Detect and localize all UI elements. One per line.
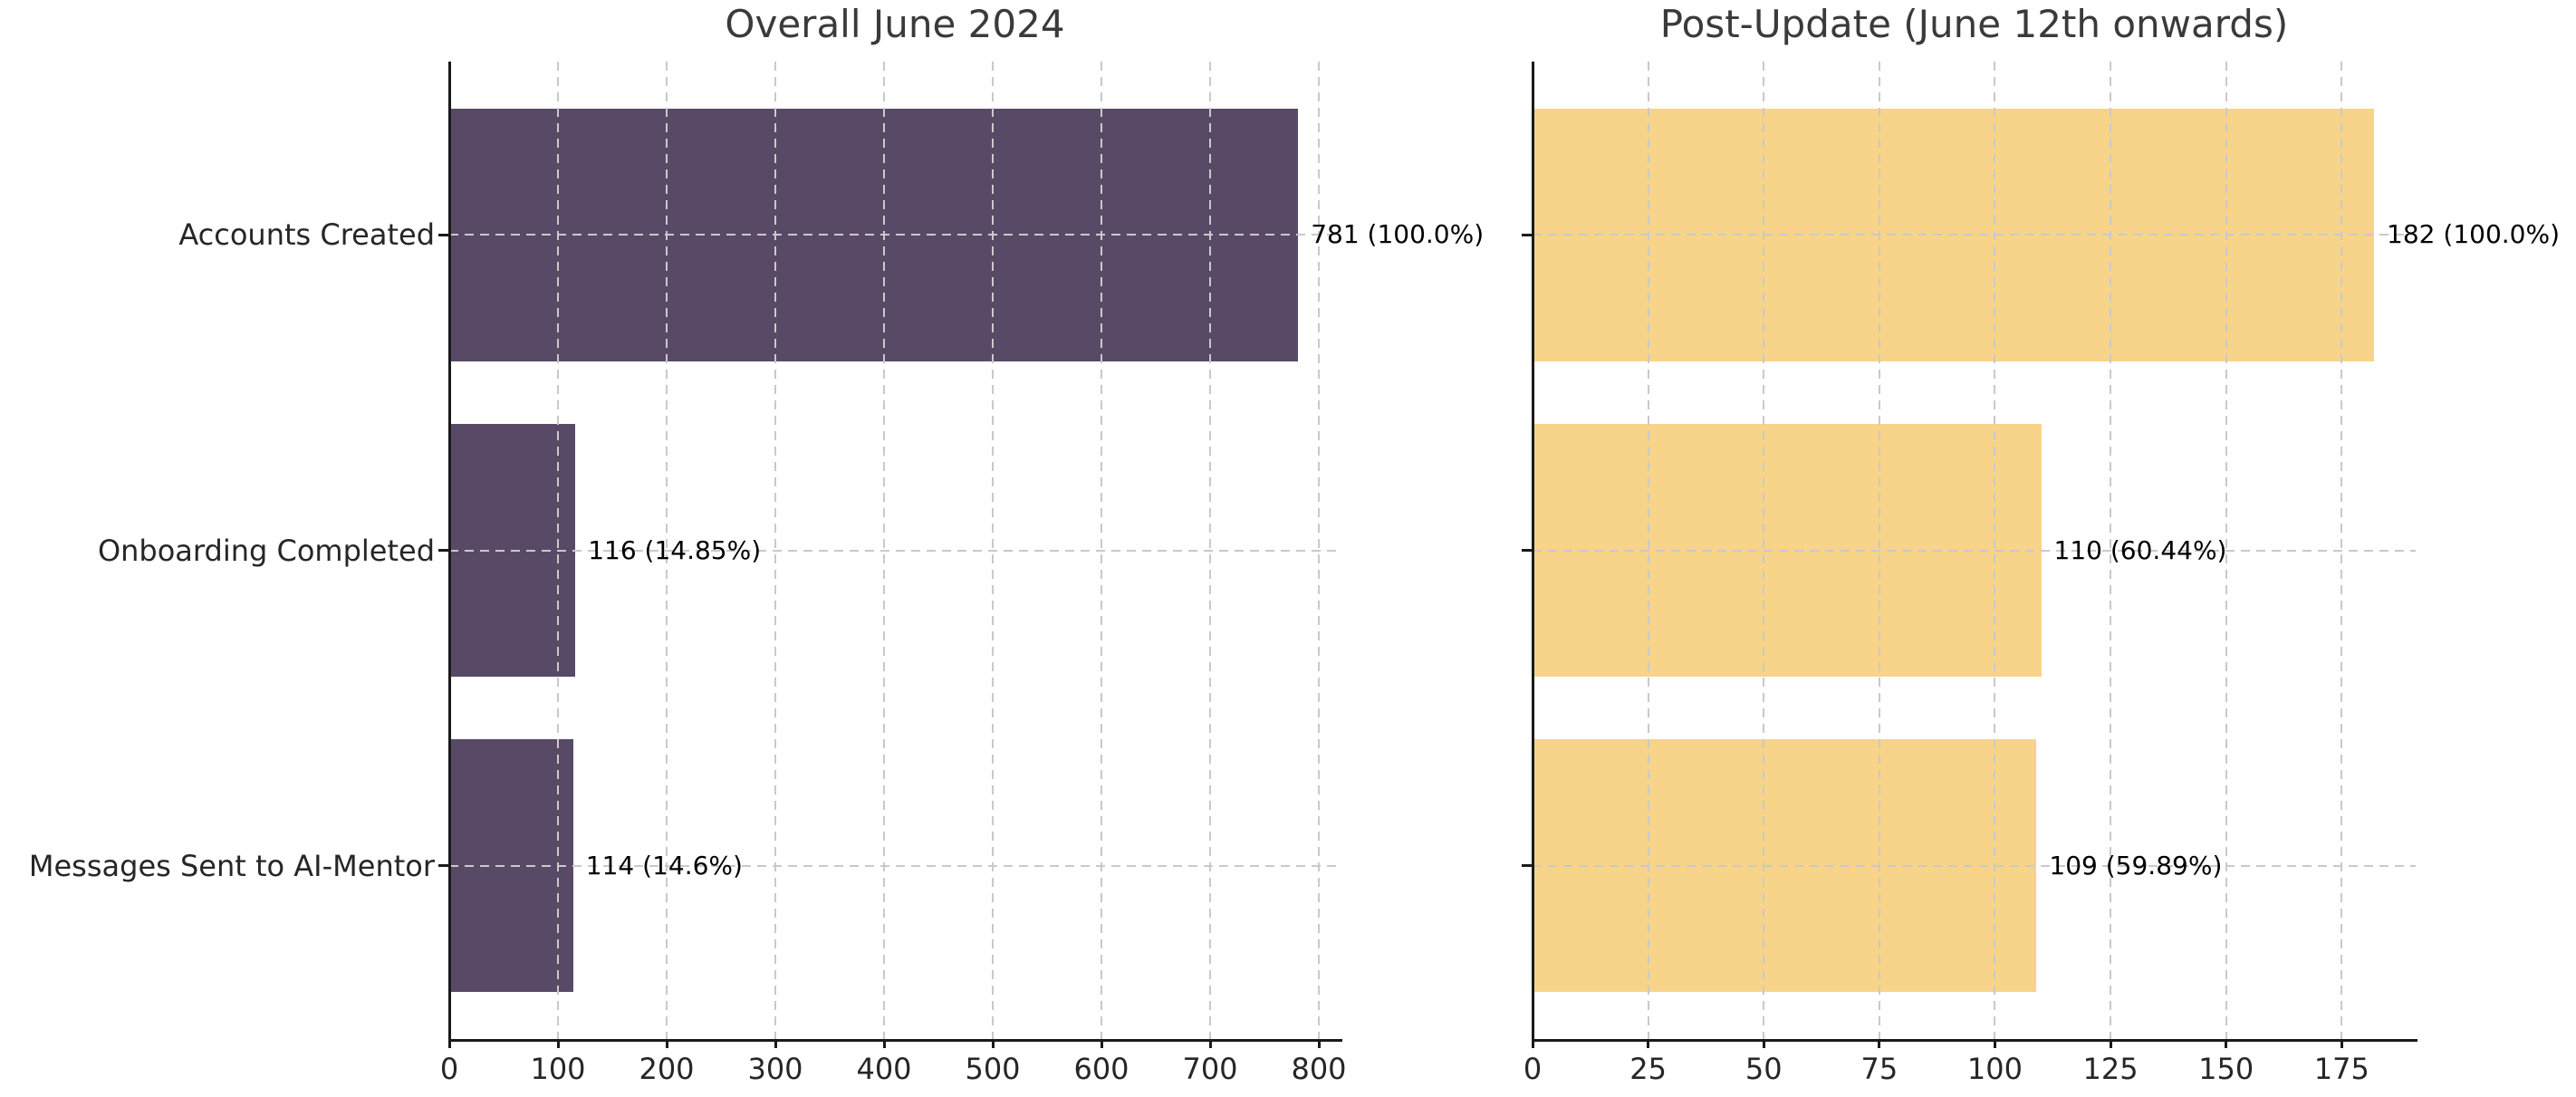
x-tick-label: 125: [2082, 1052, 2139, 1086]
y-gridline: [1533, 234, 2416, 236]
category-label: Messages Sent to AI-Mentor: [28, 848, 435, 883]
x-tick-label: 0: [439, 1052, 459, 1086]
x-tick-mark: [1762, 1039, 1765, 1048]
chart-title: Post-Update (June 12th onwards): [1659, 2, 2289, 46]
x-tick-label: 50: [1745, 1052, 1783, 1086]
x-tick-label: 175: [2313, 1052, 2369, 1086]
x-tick-mark: [882, 1039, 886, 1048]
y-gridline: [449, 549, 1341, 552]
y-tick-mark: [1522, 233, 1533, 236]
x-tick-label: 25: [1629, 1052, 1667, 1086]
y-gridline: [1533, 549, 2416, 552]
y-tick-mark: [438, 549, 449, 552]
y-axis-line: [447, 62, 451, 1041]
chart-title: Overall June 2024: [725, 2, 1065, 46]
y-tick-mark: [1522, 864, 1533, 868]
x-tick-label: 0: [1523, 1052, 1543, 1086]
y-gridline: [449, 864, 1341, 867]
x-tick-mark: [1208, 1039, 1212, 1048]
x-tick-mark: [774, 1039, 777, 1048]
category-label: Accounts Created: [178, 217, 435, 253]
x-tick-label: 400: [856, 1052, 912, 1086]
x-tick-mark: [1647, 1039, 1650, 1048]
x-tick-mark: [1100, 1039, 1103, 1048]
category-label: Onboarding Completed: [97, 533, 435, 568]
x-tick-label: 300: [747, 1052, 803, 1086]
value-label: 109 (59.89%): [2049, 850, 2223, 880]
x-tick-label: 800: [1291, 1052, 1347, 1086]
x-tick-mark: [2340, 1039, 2343, 1048]
x-tick-mark: [2225, 1039, 2228, 1048]
value-label: 781 (100.0%): [1311, 219, 1485, 250]
x-tick-label: 500: [965, 1052, 1021, 1086]
x-tick-mark: [665, 1039, 668, 1048]
y-gridline: [449, 234, 1341, 236]
y-gridline: [1533, 864, 2416, 867]
y-tick-mark: [438, 864, 449, 868]
x-tick-mark: [447, 1039, 451, 1048]
x-axis-line: [1531, 1039, 2417, 1042]
x-tick-label: 700: [1182, 1052, 1238, 1086]
value-label: 114 (14.6%): [585, 850, 743, 880]
y-axis-line: [1531, 62, 1534, 1041]
x-axis-line: [447, 1039, 1342, 1042]
y-tick-mark: [1522, 549, 1533, 552]
value-label: 182 (100.0%): [2387, 219, 2561, 250]
x-tick-label: 150: [2198, 1052, 2254, 1086]
x-tick-mark: [2109, 1039, 2112, 1048]
x-tick-mark: [1878, 1039, 1881, 1048]
x-tick-mark: [556, 1039, 560, 1048]
x-tick-mark: [991, 1039, 995, 1048]
x-tick-label: 100: [1966, 1052, 2023, 1086]
x-tick-mark: [1531, 1039, 1534, 1048]
value-label: 110 (60.44%): [2053, 534, 2227, 565]
x-tick-mark: [1317, 1039, 1321, 1048]
value-label: 116 (14.85%): [588, 534, 762, 565]
x-tick-mark: [1993, 1039, 1996, 1048]
x-tick-label: 75: [1860, 1052, 1898, 1086]
x-tick-label: 600: [1073, 1052, 1129, 1086]
x-tick-label: 200: [639, 1052, 695, 1086]
x-tick-label: 100: [530, 1052, 586, 1086]
y-tick-mark: [438, 233, 449, 236]
